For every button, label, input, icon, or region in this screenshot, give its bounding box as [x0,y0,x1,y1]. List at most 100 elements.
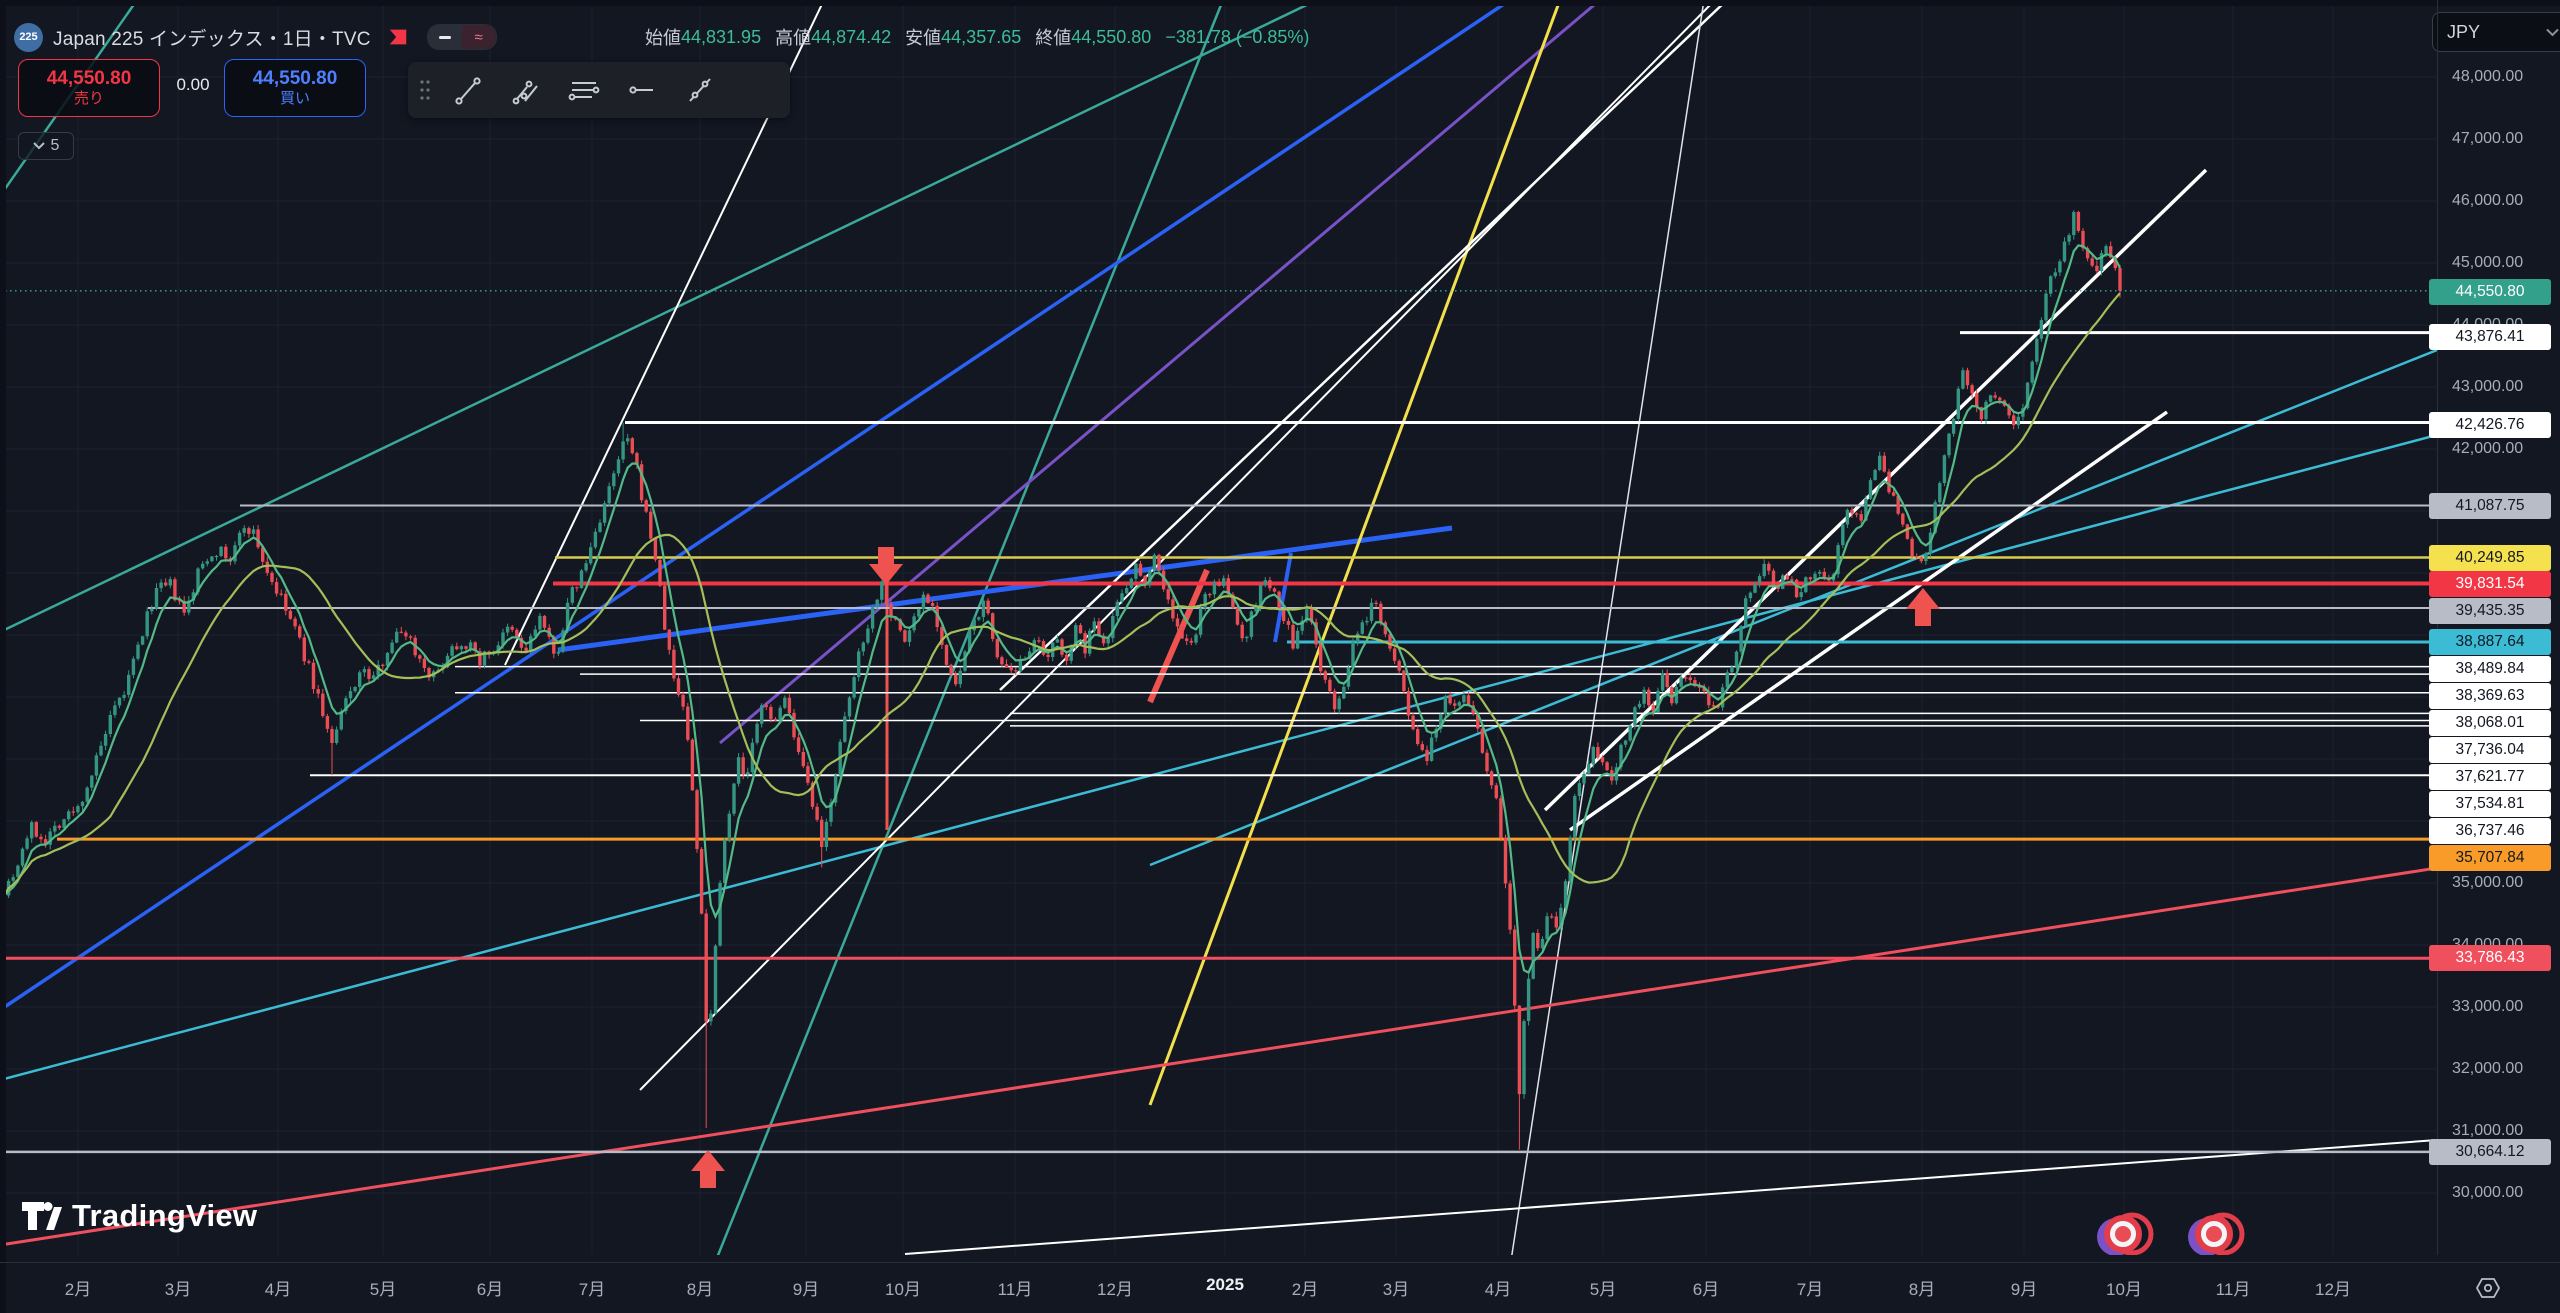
extended-line-tool[interactable] [678,68,722,112]
trend-line-15[interactable] [1568,410,2169,832]
candlestick-series [2,210,2122,1150]
chevron-down-icon [32,142,45,150]
up-arrow-marker[interactable] [691,1150,725,1188]
tradingview-logo-icon [22,1202,62,1230]
price-axis[interactable]: 48,000.0047,000.0046,000.0045,000.0044,0… [2429,0,2560,1255]
chart-plot-area[interactable] [0,0,2437,1313]
price-tick-35000: 35,000.00 [2452,874,2524,891]
price-label-chip: 39,831.54 [2429,571,2551,597]
price-label-chip: 37,621.77 [2429,764,2551,790]
symbol-logo[interactable]: 225 [14,22,43,52]
up-arrow-marker[interactable] [1906,588,1940,626]
trend-line-0[interactable] [0,0,1318,634]
down-candle-wicks [35,210,2121,1150]
ohlc-label-3: 終値 [1035,28,1072,48]
price-tick-48000: 48,000.00 [2452,68,2524,85]
japan-flag-marker[interactable] [2097,1212,2154,1256]
currency-label: JPY [2447,21,2481,42]
price-label-chip: 37,736.04 [2429,737,2551,763]
top-edge-strip [0,0,2560,6]
down-arrow-marker[interactable] [869,547,903,585]
ohlc-value-3: 44,550.80 [1071,26,1152,47]
trend-line-12[interactable] [999,0,1728,691]
ohlc-label-0: 始値 [645,28,681,48]
trend-line-14[interactable] [1543,168,2208,812]
time-tick-12月: 12月 [1097,1280,1133,1299]
time-tick-7月: 7月 [578,1280,606,1299]
price-label-chip: 42,426.76 [2429,412,2551,438]
flag-bookmark-icon[interactable] [387,26,409,48]
trend-line-7[interactable] [1273,552,1293,643]
up-candle-wicks [3,210,2107,1099]
horizontal-ray-tool[interactable] [620,68,664,112]
ohlc-value-2: 44,357.65 [941,26,1022,47]
price-label-chip: 37,534.81 [2429,791,2551,817]
minus-icon[interactable] [427,25,462,49]
time-tick-2月: 2月 [1291,1280,1319,1299]
sell-label: 売り [73,90,104,108]
trend-line-13[interactable] [1503,0,1705,1313]
time-tick-3月: 3月 [164,1280,192,1299]
price-label-chip: 43,876.41 [2429,324,2551,350]
symbol-header: 225 Japan 225 インデックス・1日・TVC ≈ [14,22,497,52]
parallel-channel-tool[interactable] [562,68,606,112]
buy-label: 買い [279,90,310,108]
currency-dropdown[interactable]: JPY [2432,12,2560,52]
trend-line-2[interactable] [700,0,1225,1300]
symbol-title[interactable]: Japan 225 インデックス・1日・TVC [53,28,371,50]
ohlc-readout: 始値 44,831.95 高値 44,874.42 安値 44,357.65 終値 44,55… [645,22,1309,52]
japan-flag-marker[interactable] [2188,1212,2245,1256]
price-tick-47000: 47,000.00 [2452,130,2524,147]
chart-style-toggle[interactable]: ≈ [426,24,497,50]
price-tick-43000: 43,000.00 [2452,378,2524,395]
price-tick-45000: 45,000.00 [2452,254,2524,271]
up-candle-bodies [2,212,2108,1095]
axis-settings-button[interactable] [2468,1270,2508,1306]
price-tick-32000: 32,000.00 [2452,1060,2524,1077]
sell-price: 44,550.80 [46,68,132,90]
trend-line-3[interactable] [0,433,2437,1082]
down-candle-bodies [34,212,2122,1095]
price-label-chip: 38,068.01 [2429,710,2551,736]
approx-icon[interactable]: ≈ [461,25,496,49]
trend-line-16[interactable] [904,1139,2437,1255]
time-tick-9月: 9月 [2010,1280,2038,1299]
time-axis[interactable]: 2月 3月 4月 5月 6月 7月 8月 9月 10月 11月 12月 2025 2月 3月 4月 5月 6月 7… [0,1262,2560,1313]
price-label-chip: 38,489.84 [2429,656,2551,682]
trend-line-8[interactable] [719,0,1601,745]
sell-button[interactable]: 44,550.80 売り [18,59,160,117]
trend-line-tool[interactable] [446,68,490,112]
price-label-chip: 41,087.75 [2429,493,2551,519]
time-tick-6月: 6月 [1692,1280,1720,1299]
time-tick-3月: 3月 [1382,1280,1410,1299]
time-tick-5月: 5月 [1589,1280,1617,1299]
time-tick-2月: 2月 [64,1280,92,1299]
time-tick-4月: 4月 [264,1280,292,1299]
time-tick-4月: 4月 [1484,1280,1512,1299]
spread-value: 0.00 [176,75,210,94]
ohlc-value-1: 44,874.42 [811,26,892,47]
time-tick-11月: 11月 [2215,1280,2251,1299]
price-label-chip: 38,369.63 [2429,683,2551,709]
time-tick-7月: 7月 [1796,1280,1824,1299]
price-tick-33000: 33,000.00 [2452,998,2524,1015]
price-tick-42000: 42,000.00 [2452,440,2524,457]
buy-price: 44,550.80 [252,68,338,90]
time-tick-6月: 6月 [476,1280,504,1299]
trend-line-18[interactable] [1147,568,1210,704]
pattern-count-dropdown[interactable]: 5 [18,132,74,160]
ray-line-tool[interactable] [504,68,548,112]
price-label-chip: 40,249.85 [2429,545,2551,571]
price-tick-46000: 46,000.00 [2452,192,2524,209]
drag-handle-icon[interactable] [418,77,432,103]
time-tick-2025: 2025 [1206,1275,1244,1294]
ma-slow-line [3,292,2121,896]
price-label-chip: 33,786.43 [2429,945,2551,971]
buy-button[interactable]: 44,550.80 買い [224,59,366,117]
price-label-chip: 36,737.46 [2429,818,2551,844]
trend-line-9[interactable] [1148,0,1562,1106]
trend-line-17[interactable] [0,866,2437,1247]
trend-line-6[interactable] [557,525,1453,653]
